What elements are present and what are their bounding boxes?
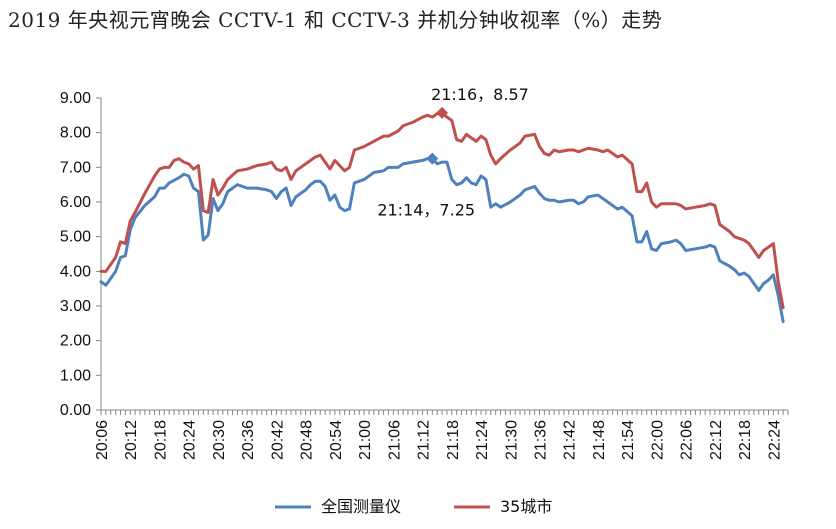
x-tick-label: 20:42 — [269, 420, 286, 460]
axes: 0.00 1.00 2.00 3.00 4.00 5.00 6.00 7.00 8.00 9.00… — [60, 90, 789, 460]
x-tick-label: 21:42 — [562, 420, 579, 460]
y-tick-label: 1.00 — [60, 367, 91, 384]
y-tick-label: 7.00 — [60, 159, 91, 176]
x-tick-label: 20:30 — [211, 420, 228, 460]
peak-marker — [436, 106, 449, 119]
x-tick-label: 22:12 — [708, 420, 725, 460]
x-tick-label: 22:00 — [649, 420, 666, 460]
peak-label: 21:14，7.25 — [377, 201, 475, 220]
x-tick-label: 21:54 — [620, 420, 637, 460]
x-tick-label: 20:18 — [152, 420, 169, 460]
x-tick-label: 20:12 — [123, 420, 140, 460]
annotations: 21:16，8.57 21:14，7.25 — [377, 85, 528, 220]
legend-label: 35城市 — [500, 497, 552, 516]
y-tick-label: 6.00 — [60, 194, 91, 211]
x-tick-label: 22:18 — [737, 420, 754, 460]
legend-label: 全国测量仪 — [321, 497, 401, 516]
x-tick-label: 20:54 — [328, 420, 345, 460]
series-lines — [99, 111, 785, 324]
x-tick-label: 20:24 — [182, 420, 199, 460]
x-tick-label: 21:12 — [416, 420, 433, 460]
x-tick-label: 21:18 — [445, 420, 462, 460]
y-tick-label: 4.00 — [60, 263, 91, 280]
legend: 全国测量仪 35城市 — [275, 497, 552, 516]
x-tick-label: 21:36 — [533, 420, 550, 460]
x-tick-label: 22:24 — [766, 420, 783, 460]
y-tick-label: 8.00 — [60, 125, 91, 142]
x-tick-label: 21:24 — [474, 420, 491, 460]
x-tick-label: 20:48 — [299, 420, 316, 460]
x-tick-label: 20:06 — [94, 420, 111, 460]
y-tick-label: 9.00 — [60, 90, 91, 107]
peak-marker — [426, 152, 439, 165]
chart-title: 2019 年央视元宵晚会 CCTV-1 和 CCTV-3 并机分钟收视率（%）走… — [8, 8, 663, 32]
x-tick-label: 20:36 — [240, 420, 257, 460]
x-tick-label: 21:48 — [591, 420, 608, 460]
y-tick-label: 2.00 — [60, 333, 91, 350]
y-tick-label: 5.00 — [60, 229, 91, 246]
series-line-national — [99, 157, 785, 324]
series-line-cities35 — [99, 111, 785, 310]
x-tick-label: 21:00 — [357, 420, 374, 460]
x-tick-label: 21:06 — [386, 420, 403, 460]
y-tick-label: 0.00 — [60, 402, 91, 419]
x-tick-label: 21:30 — [503, 420, 520, 460]
x-tick-label: 22:06 — [679, 420, 696, 460]
y-tick-label: 3.00 — [60, 298, 91, 315]
peak-label: 21:16，8.57 — [431, 85, 529, 104]
